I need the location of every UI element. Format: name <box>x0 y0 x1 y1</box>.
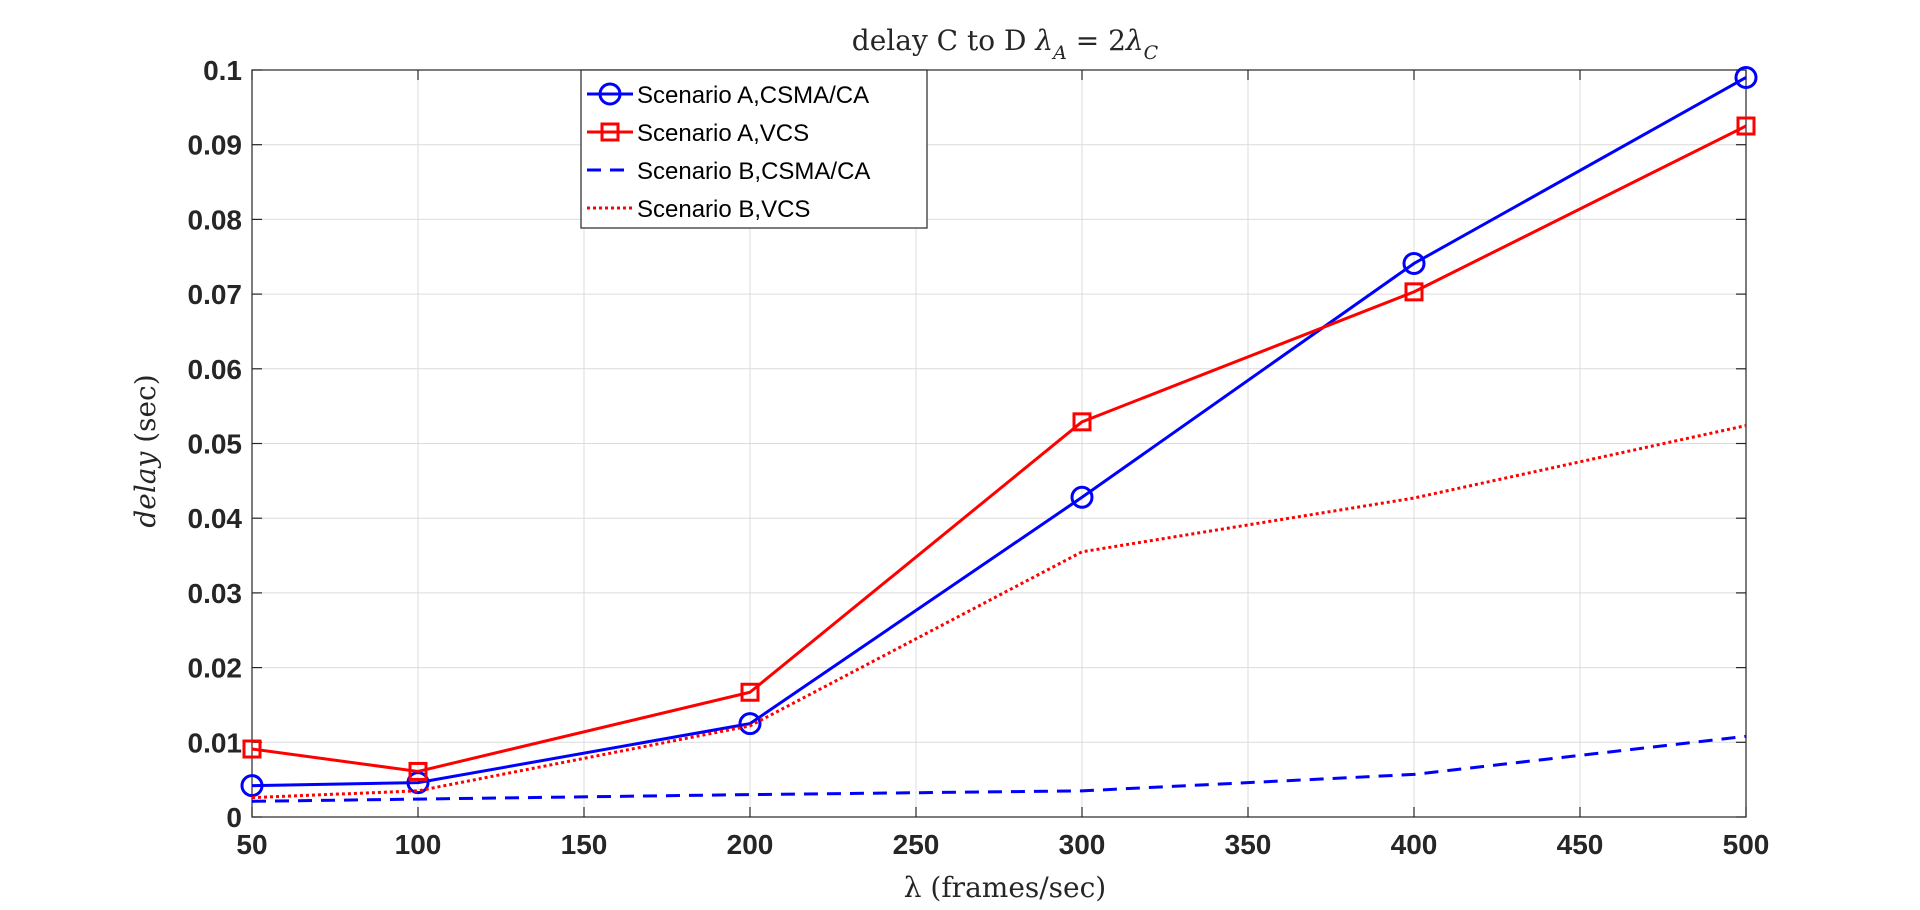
x-tick-label: 50 <box>236 829 267 860</box>
y-tick-label: 0.04 <box>188 503 243 534</box>
y-tick-label: 0.09 <box>188 130 243 161</box>
x-axis-label: λ (frames/sec) <box>904 871 1106 904</box>
data-point-circle <box>1070 485 1094 509</box>
series-line-1 <box>251 124 1747 773</box>
y-tick-label: 0.02 <box>188 653 243 684</box>
data-point-square <box>740 682 760 702</box>
x-tick-label: 400 <box>1391 829 1438 860</box>
data-point-circle <box>738 712 762 736</box>
data-point-square <box>1404 282 1424 302</box>
y-tick-label: 0.03 <box>188 578 243 609</box>
data-point-circle <box>1402 251 1426 275</box>
legend: Scenario A,CSMA/CA Scenario A,VCS Scenar… <box>580 69 928 229</box>
data-point-circle <box>1734 65 1758 89</box>
x-tick-label: 250 <box>893 829 940 860</box>
y-tick-label: 0.06 <box>188 354 243 385</box>
x-tick-label: 150 <box>561 829 608 860</box>
data-point-square <box>408 761 428 781</box>
legend-label: Scenario B,CSMA/CA <box>637 158 870 185</box>
y-axis-label: delay (sec) <box>129 374 162 527</box>
y-tick-label: 0.07 <box>188 279 243 310</box>
x-tick-label: 350 <box>1225 829 1272 860</box>
y-tick-label: 0.05 <box>188 429 243 460</box>
data-point-circle <box>240 774 264 798</box>
data-point-square <box>1736 116 1756 136</box>
series-line-2 <box>251 734 1747 803</box>
x-tick-label: 200 <box>727 829 774 860</box>
series-line-0 <box>251 76 1747 788</box>
legend-box <box>580 69 928 229</box>
legend-entry-scenario-b-csma-ca: Scenario B,CSMA/CA <box>587 158 870 185</box>
legend-circle-marker <box>598 82 622 106</box>
x-tick-label: 500 <box>1723 829 1770 860</box>
data-point-square <box>242 739 262 759</box>
y-tick-label: 0.08 <box>188 204 243 235</box>
data-point-square <box>1072 412 1092 432</box>
legend-entry-scenario-a-csma-ca: Scenario A,CSMA/CA <box>587 82 869 109</box>
legend-entry-scenario-a-vcs: Scenario A,VCS <box>587 120 809 147</box>
legend-label: Scenario A,VCS <box>637 120 809 147</box>
y-tick-label: 0 <box>226 802 242 833</box>
y-tick-label: 0.01 <box>188 727 243 758</box>
series-line-3 <box>251 424 1747 800</box>
legend-entry-scenario-b-vcs: Scenario B,VCS <box>587 196 810 223</box>
series-layer <box>240 65 1758 803</box>
legend-label: Scenario B,VCS <box>637 196 810 223</box>
legend-square-marker <box>600 122 620 142</box>
x-tick-label: 450 <box>1557 829 1604 860</box>
x-tick-label: 300 <box>1059 829 1106 860</box>
chart-title: delay C to D λA = 2λC <box>852 24 1159 64</box>
legend-label: Scenario A,CSMA/CA <box>637 82 869 109</box>
y-tick-label: 0.1 <box>203 55 242 86</box>
x-tick-label: 100 <box>395 829 442 860</box>
